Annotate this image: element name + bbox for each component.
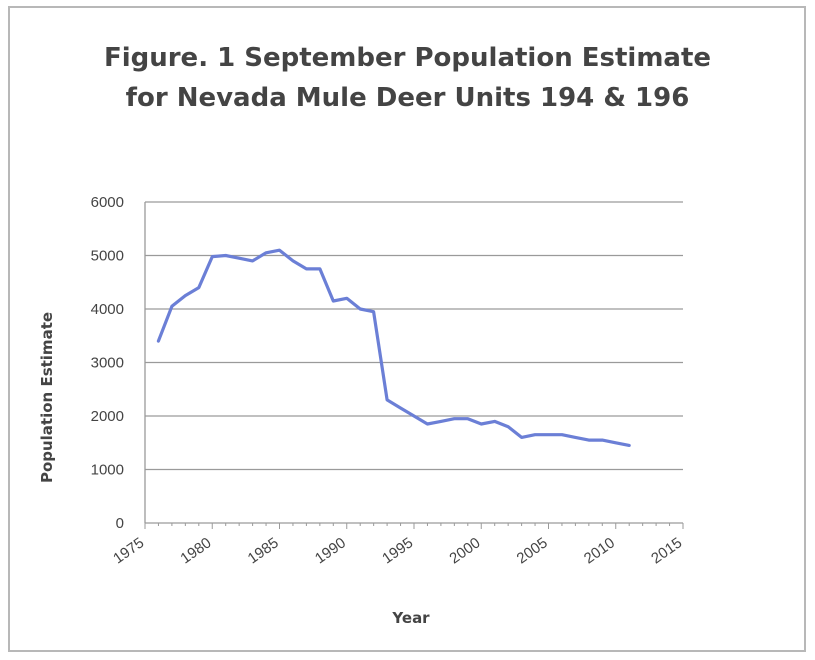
chart-title-line-1: Figure. 1 September Population Estimate: [103, 43, 712, 73]
y-tick-labels: 0 1000 2000 3000 4000 5000 6000: [91, 194, 124, 532]
x-tick-label-1985: 1985: [245, 534, 282, 567]
x-tick-label-2000: 2000: [446, 534, 483, 567]
series-layer: [156, 248, 631, 447]
x-tick-label-1980: 1980: [177, 534, 214, 567]
y-tick-label-4000: 4000: [91, 301, 124, 318]
y-tick-label-5000: 5000: [91, 248, 124, 265]
x-tick-label-1990: 1990: [312, 534, 349, 567]
x-tick-label-2005: 2005: [514, 534, 551, 567]
y-tick-label-0: 0: [116, 515, 124, 532]
chart-title: Figure. 1 September Population Estimate …: [0, 38, 815, 118]
x-tick-label-1975: 1975: [110, 534, 147, 567]
x-tick-label-2015: 2015: [648, 534, 685, 567]
x-tick-label-2010: 2010: [581, 534, 618, 567]
y-axis-title: Population Estimate: [38, 312, 56, 483]
axes: [144, 202, 684, 529]
x-tick-labels: 1975 1980 1985 1990 1995 2000 2005 2010 2015: [110, 534, 685, 567]
chart-title-line-2: for Nevada Mule Deer Units 194 & 196: [125, 83, 690, 113]
y-tick-label-3000: 3000: [91, 355, 124, 372]
x-tick-label-1995: 1995: [379, 534, 416, 567]
y-tick-label-6000: 6000: [91, 194, 124, 211]
x-axis-title: Year: [391, 609, 430, 627]
y-tick-label-2000: 2000: [91, 408, 124, 425]
gridlines: [145, 201, 683, 471]
chart-frame: [8, 6, 806, 652]
y-tick-label-1000: 1000: [91, 462, 124, 479]
series-line-0: [156, 248, 631, 447]
